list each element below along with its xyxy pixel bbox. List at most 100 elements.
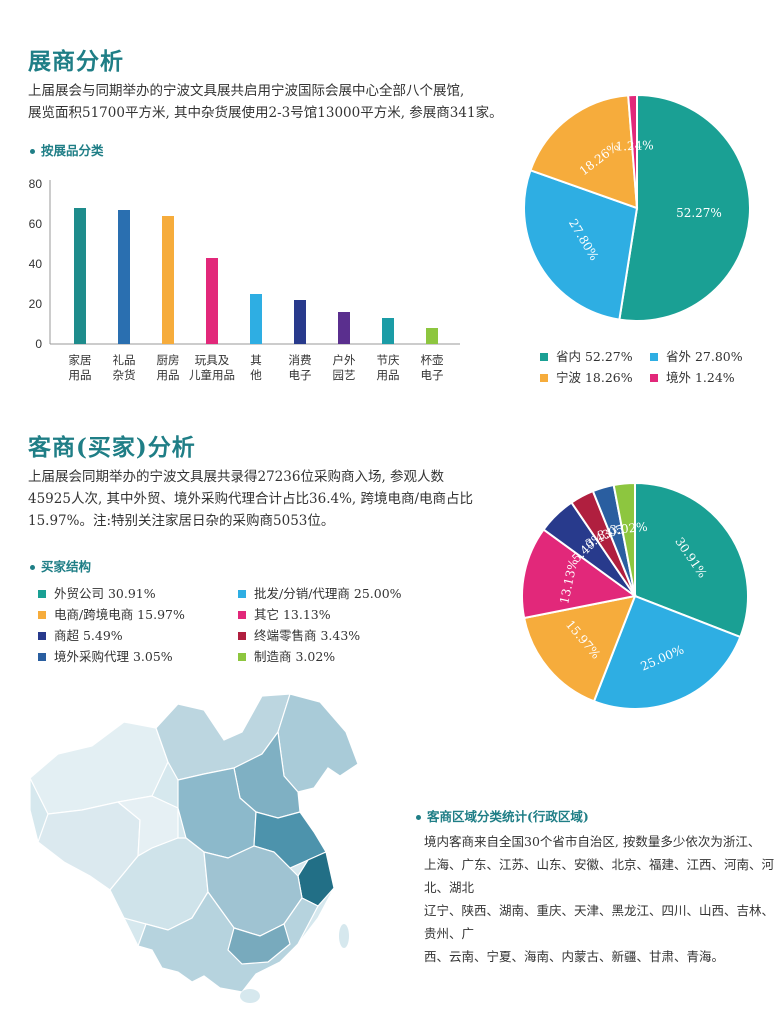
legend-item: 省外 27.80% [650,346,743,365]
bar-subtitle-text: 按展品分类 [41,143,104,158]
legend-swatch [650,352,658,361]
legend-swatch [238,610,246,619]
bullet-dot-icon [416,815,421,820]
china-map [29,693,359,1003]
region-description: 境内客商来自全国30个省市自治区, 按数量多少依次为浙江、 上海、广东、江苏、山… [424,830,780,968]
section1-paragraph-line: 上届展会与同期举办的宁波文具展共启用宁波国际会展中心全部八个展馆, [28,83,465,99]
legend-item: 境外采购代理 3.05% [38,646,173,665]
legend-item: 电商/跨境电商 15.97% [38,604,185,623]
legend-item: 批发/分销/代理商 25.00% [238,583,402,602]
y-tick-label: 60 [29,217,43,231]
x-tick-label: 户外园艺 [333,353,356,382]
bullet-dot-icon [30,149,35,154]
region-description-line: 西、云南、宁夏、海南、内蒙古、新疆、甘肃、青海。 [424,949,725,964]
section1-paragraph-line: 展览面积51700平方米, 其中杂货展使用2-3号馆13000平方米, 参展商3… [28,105,503,121]
legend-label: 境外 1.24% [666,370,735,385]
pie-slice-label: 3.02% [609,520,648,538]
legend-swatch [238,652,246,661]
legend-label: 终端零售商 3.43% [254,628,361,643]
legend-swatch [38,589,46,598]
x-tick-label: 消费电子 [289,353,312,382]
legend-swatch [238,631,246,640]
legend-item: 境外 1.24% [650,367,735,386]
map-region-northeast [277,693,359,793]
legend-swatch [238,589,246,598]
legend-item: 制造商 3.02% [238,646,335,665]
region-subtitle: 客商区域分类统计(行政区域) [416,806,589,825]
legend-label: 制造商 3.02% [254,649,336,664]
legend-label: 省外 27.80% [666,349,743,364]
x-tick-label: 其他 [250,353,262,382]
region-subtitle-text: 客商区域分类统计(行政区域) [427,809,589,824]
x-tick-label: 玩具及儿童用品 [189,353,235,382]
bar-subtitle: 按展品分类 [30,140,104,159]
region-description-line: 境内客商来自全国30个省市自治区, 按数量多少依次为浙江、 [424,834,761,849]
legend-label: 批发/分销/代理商 25.00% [254,586,402,601]
pie-slice [634,482,749,639]
pie-slice [529,94,639,210]
y-tick-label: 20 [29,297,43,311]
legend-item: 终端零售商 3.43% [238,625,360,644]
buyer-subtitle-text: 买家结构 [41,559,92,574]
map-region-guangdong [227,923,291,965]
section2-paragraph-line: 15.97%。注:特别关注家居日杂的采购商5053位。 [28,513,335,529]
pie-slice [612,482,636,597]
pie-slice [522,594,637,703]
bar [118,210,130,344]
y-tick-label: 40 [29,257,43,271]
bar [162,216,174,344]
legend-swatch [540,373,548,382]
legend-swatch [38,631,46,640]
map-region-hainan [240,989,260,1003]
bar [74,208,86,344]
section2-paragraph-line: 上届展会同期举办的宁波文具展共录得27236位采购商入场, 参观人数 [28,469,445,485]
bar [250,294,262,344]
buyer-structure-legend: 外贸公司 30.91% 批发/分销/代理商 25.00% 电商/跨境电商 15.97… [38,583,478,673]
legend-label: 商超 5.49% [54,628,123,643]
x-tick-label: 礼品杂货 [113,353,136,382]
bar [206,258,218,344]
y-tick-label: 0 [35,337,42,351]
bar [426,328,438,344]
legend-swatch [650,373,658,382]
pie-slice [592,594,742,710]
pie-slice [523,169,639,321]
pie-slice-label: 52.27% [676,206,722,220]
pie-slice-label: 1.24% [615,138,654,153]
section1-title: 展商分析 [28,48,124,75]
buyer-structure-pie-chart: 30.91%25.00%15.97%13.13%5.49%3.43%3.05%3… [521,482,749,710]
legend-label: 省内 52.27% [556,349,633,364]
legend-item: 宁波 18.26% [540,367,633,386]
legend-item: 外贸公司 30.91% [38,583,156,602]
exhibitor-region-legend: 省内 52.27% 省外 27.80% 宁波 18.26% 境外 1.24% [540,346,780,390]
section2-paragraph-line: 45925人次, 其中外贸、境外采购代理合计占比36.4%, 跨境电商/电商占比 [28,491,474,507]
x-tick-label: 杯壶电子 [421,353,444,382]
x-tick-label: 厨房用品 [157,353,180,382]
legend-label: 宁波 18.26% [556,370,633,385]
legend-swatch [38,610,46,619]
x-tick-label: 节庆用品 [377,353,400,382]
x-tick-label: 家居用品 [69,353,92,382]
legend-label: 外贸公司 30.91% [54,586,156,601]
buyer-subtitle: 买家结构 [30,556,91,575]
bullet-dot-icon [30,565,35,570]
pie-slice [521,528,638,620]
region-description-line: 辽宁、陕西、湖南、重庆、天津、黑龙江、四川、山西、吉林、贵州、广 [424,903,775,941]
section1-paragraph: 上届展会与同期举办的宁波文具展共启用宁波国际会展中心全部八个展馆, 展览面积51… [28,80,503,124]
region-description-line: 上海、广东、江苏、山东、安徽、北京、福建、江西、河南、河北、湖北 [424,857,775,895]
exhibitor-region-pie-chart: 52.27%27.80%18.26%1.24% [523,93,751,322]
y-tick-label: 80 [29,177,43,191]
section2-title: 客商(买家)分析 [28,434,196,461]
map-region-taiwan [339,924,349,948]
legend-label: 境外采购代理 3.05% [54,649,173,664]
pie-slice [627,93,638,209]
section2-paragraph: 上届展会同期举办的宁波文具展共录得27236位采购商入场, 参观人数 45925… [28,466,473,532]
legend-item: 省内 52.27% [540,346,633,365]
legend-swatch [38,652,46,661]
legend-item: 其它 13.13% [238,604,331,623]
legend-item: 商超 5.49% [38,625,123,644]
legend-label: 其它 13.13% [254,607,331,622]
legend-swatch [540,352,548,361]
bar [382,318,394,344]
